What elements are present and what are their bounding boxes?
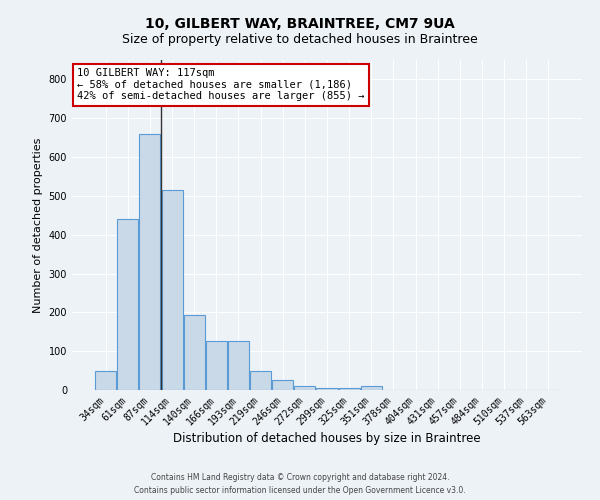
Y-axis label: Number of detached properties: Number of detached properties <box>33 138 43 312</box>
Text: Size of property relative to detached houses in Braintree: Size of property relative to detached ho… <box>122 32 478 46</box>
Bar <box>95 370 116 390</box>
Bar <box>184 315 205 390</box>
Bar <box>228 342 249 390</box>
Text: 10 GILBERT WAY: 117sqm
← 58% of detached houses are smaller (1,186)
42% of semi-: 10 GILBERT WAY: 117sqm ← 58% of detached… <box>77 68 365 102</box>
Text: 10, GILBERT WAY, BRAINTREE, CM7 9UA: 10, GILBERT WAY, BRAINTREE, CM7 9UA <box>145 18 455 32</box>
Bar <box>250 370 271 390</box>
Bar <box>161 190 182 390</box>
Bar <box>295 386 316 390</box>
Bar <box>139 134 160 390</box>
Bar <box>361 386 382 390</box>
Bar <box>272 380 293 390</box>
Bar <box>338 388 359 390</box>
X-axis label: Distribution of detached houses by size in Braintree: Distribution of detached houses by size … <box>173 432 481 446</box>
Text: Contains HM Land Registry data © Crown copyright and database right 2024.
Contai: Contains HM Land Registry data © Crown c… <box>134 474 466 495</box>
Bar <box>206 342 227 390</box>
Bar <box>118 219 139 390</box>
Bar <box>316 388 338 390</box>
